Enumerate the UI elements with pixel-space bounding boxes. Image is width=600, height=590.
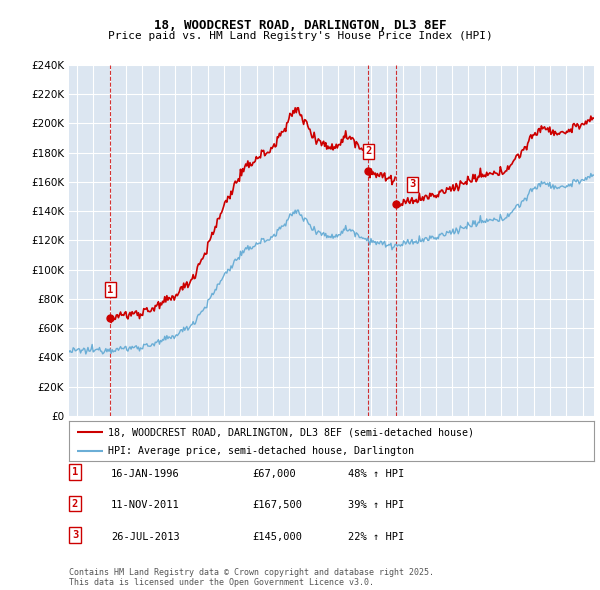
Text: 22% ↑ HPI: 22% ↑ HPI — [348, 532, 404, 542]
Text: 3: 3 — [72, 530, 78, 540]
Text: 16-JAN-1996: 16-JAN-1996 — [111, 469, 180, 479]
Text: Contains HM Land Registry data © Crown copyright and database right 2025.
This d: Contains HM Land Registry data © Crown c… — [69, 568, 434, 587]
Text: 2: 2 — [72, 499, 78, 509]
Text: Price paid vs. HM Land Registry's House Price Index (HPI): Price paid vs. HM Land Registry's House … — [107, 31, 493, 41]
Text: 11-NOV-2011: 11-NOV-2011 — [111, 500, 180, 510]
Text: 18, WOODCREST ROAD, DARLINGTON, DL3 8EF (semi-detached house): 18, WOODCREST ROAD, DARLINGTON, DL3 8EF … — [109, 428, 475, 438]
Text: £145,000: £145,000 — [252, 532, 302, 542]
Text: 39% ↑ HPI: 39% ↑ HPI — [348, 500, 404, 510]
Text: 2: 2 — [365, 146, 371, 156]
Text: £67,000: £67,000 — [252, 469, 296, 479]
Text: HPI: Average price, semi-detached house, Darlington: HPI: Average price, semi-detached house,… — [109, 447, 415, 456]
Text: £167,500: £167,500 — [252, 500, 302, 510]
Text: 48% ↑ HPI: 48% ↑ HPI — [348, 469, 404, 479]
Text: 18, WOODCREST ROAD, DARLINGTON, DL3 8EF: 18, WOODCREST ROAD, DARLINGTON, DL3 8EF — [154, 19, 446, 32]
Text: 26-JUL-2013: 26-JUL-2013 — [111, 532, 180, 542]
Text: 1: 1 — [72, 467, 78, 477]
Text: 1: 1 — [107, 284, 113, 294]
Text: 3: 3 — [409, 179, 415, 189]
